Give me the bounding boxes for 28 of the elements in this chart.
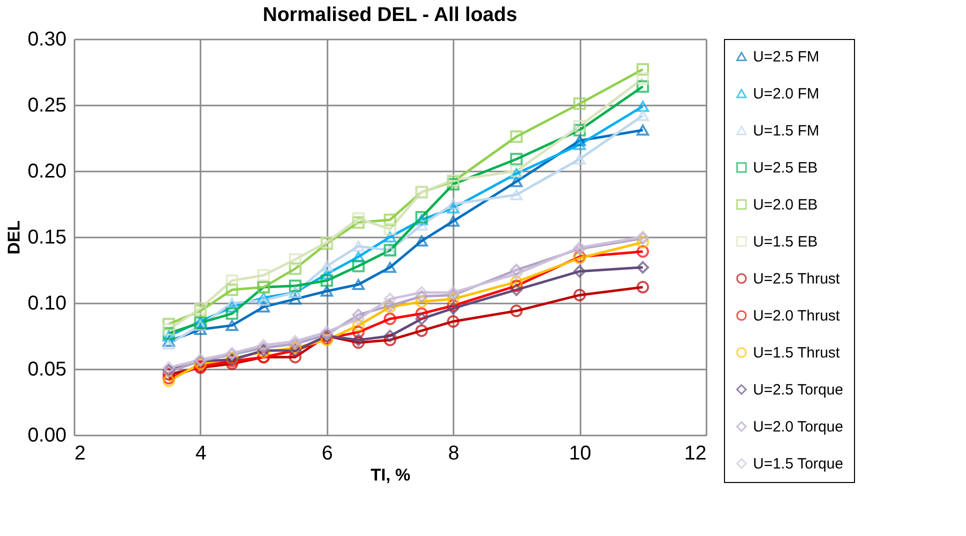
x-tick-label: 6 (322, 442, 333, 464)
legend-label: U=1.5 Torque (753, 456, 844, 472)
y-tick-label: 0.30 (28, 28, 66, 50)
x-tick-label: 10 (568, 442, 592, 464)
y-tick-label: 0.10 (28, 292, 66, 314)
y-tick-label: 0.15 (28, 226, 66, 248)
y-tick-label: 0.25 (28, 94, 66, 116)
chart-title: Normalised DEL - All loads (262, 4, 518, 26)
x-axis-title: TI, % (370, 466, 410, 484)
legend-label: U=1.5 FM (753, 122, 820, 140)
legend-label: U=2.0 FM (753, 86, 820, 102)
legend-label: U=1.5 EB (753, 234, 818, 250)
legend-label: U=2.5 EB (753, 160, 818, 176)
legend-label: U=1.5 Thrust (753, 344, 841, 362)
y-tick-label: 0.05 (28, 358, 66, 380)
x-tick-label: 8 (448, 442, 460, 464)
legend-label: U=2.5 FM (753, 48, 820, 66)
legend-label: U=2.0 Thrust (753, 308, 841, 324)
x-tick-label: 2 (74, 442, 86, 464)
y-tick-label: 0.00 (28, 424, 66, 446)
legend-label: U=2.5 Thrust (753, 270, 841, 288)
legend-label: U=2.0 Torque (753, 418, 844, 436)
legend-label: U=2.5 Torque (753, 382, 844, 398)
y-axis-title: DEL (4, 220, 24, 254)
y-tick-label: 0.20 (28, 160, 66, 182)
x-tick-label: 12 (684, 442, 706, 464)
x-tick-label: 4 (195, 442, 206, 464)
legend-label: U=2.0 EB (753, 196, 818, 214)
